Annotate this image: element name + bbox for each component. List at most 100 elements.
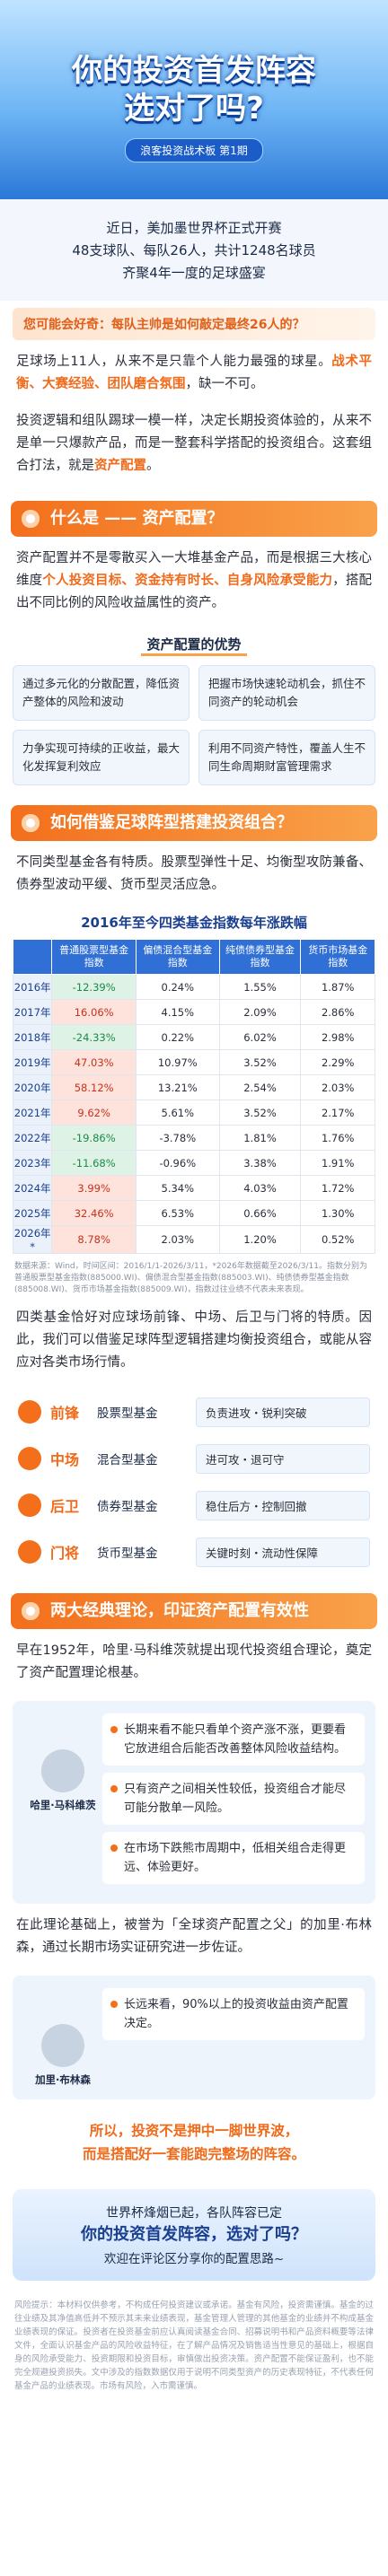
person-name: 加里·布林森: [35, 2073, 91, 2086]
cell: 2.17%: [300, 1100, 375, 1126]
cell: 2.86%: [300, 999, 375, 1025]
row: 2016年 -12.39% 0.24% 1.55% 1.87%: [12, 974, 375, 1000]
cell: -12.39%: [51, 974, 137, 1000]
text: 在此理论基础上，被誉为「全球资产配置之父」的加里·布林森，通过长期市场实证研究进…: [16, 1918, 372, 1955]
theory-box: 加里·布林森 长远来看，90%以上的投资收益由资产配置决定。: [13, 1976, 375, 2099]
cell: 2.98%: [300, 1024, 375, 1050]
cell: 1.30%: [300, 1200, 375, 1226]
cell: 2016年: [12, 974, 53, 1000]
cell: 2018年: [12, 1024, 53, 1050]
text: ，搭配出不同比例的风险收益属性的资产。: [16, 574, 373, 610]
cell: -0.96%: [135, 1150, 220, 1176]
position-row: 前锋 股票型基金 负责进攻・锐利突破: [18, 1390, 370, 1433]
paragraphs: 足球场上11人，从来不是只靠个人能力最强的球星。战术平衡、大赛经验、团队磨合氛围…: [0, 340, 388, 481]
positions: 前锋 股票型基金 负责进攻・锐利突破 中场 混合型基金 进可攻・退可守 后卫 债券型基金 稳住后…: [0, 1378, 388, 1573]
cell: 2.29%: [300, 1049, 375, 1075]
row: 2023年 -11.68% -0.96% 3.38% 1.91%: [12, 1150, 375, 1176]
cell: 8.78%: [51, 1225, 137, 1254]
fund-type: 货币型基金: [97, 1546, 158, 1561]
conclusion: 所以，投资不是押中一脚世界波， 而是搭配好一套能跑完整场的阵容。: [0, 2119, 388, 2166]
cell: 2026年*: [12, 1225, 53, 1254]
cell: -3.78%: [135, 1125, 220, 1151]
cell: 47.03%: [51, 1049, 137, 1075]
cell: 3.52%: [218, 1049, 302, 1075]
cell: 1.91%: [300, 1150, 375, 1176]
cell: -11.68%: [51, 1150, 137, 1176]
text: 不同类型基金各有特质。股票型弹性十足、均衡型攻防兼备、债券型波动平缓、货币型灵活…: [16, 855, 372, 892]
intro: 近日，美加墨世界杯正式开赛 48支球队、每队26人，共计1248名球员 齐聚4年一度…: [0, 199, 388, 301]
paragraph: 投资逻辑和组队踢球一模一样，决定长期投资体验的，从来不是单一只爆款产品，而是一整…: [0, 399, 388, 481]
cell: 0.24%: [135, 974, 220, 1000]
sub-heading-text: 资产配置的优势: [141, 635, 247, 656]
cell: 2025年: [12, 1200, 53, 1226]
title: 你的投资首发阵容: [72, 53, 316, 89]
cell: 3.38%: [218, 1150, 302, 1176]
cell: 2.03%: [135, 1225, 220, 1254]
cell: 1.81%: [218, 1125, 302, 1151]
cell: 0.52%: [300, 1225, 375, 1254]
points: 长期来看不能只看单个资产涨不涨，更要看它放进组合后能否改善整体风险收益结构。 只有…: [102, 1713, 365, 1891]
row: 2017年 16.06% 4.15% 2.09% 2.86%: [12, 999, 375, 1025]
point: 在市场下跌熊市周期中，低相关组合走得更远、体验更好。: [102, 1832, 365, 1884]
cell: 6.02%: [218, 1024, 302, 1050]
cell: 0.66%: [218, 1200, 302, 1226]
text: 四类基金恰好对应球场前锋、中场、后卫与门将的特质。因此，我们可以借鉴足球阵型逻辑…: [16, 1310, 372, 1370]
point: 长远来看，90%以上的投资收益由资产配置决定。: [102, 1988, 365, 2040]
cell: 2017年: [12, 999, 53, 1025]
role: 前锋: [50, 1405, 80, 1422]
cell: 5.34%: [135, 1175, 220, 1201]
rich-text: 资产配置并不是零散买入一大堆基金产品，而是根据三大核心维度个人投资目标、资金持有…: [0, 537, 388, 618]
intro-line: 齐聚4年一度的足球盛宴: [122, 265, 266, 281]
title: 选对了吗?: [124, 91, 264, 127]
row: 2020年 58.12% 13.21% 2.54% 2.03%: [12, 1074, 375, 1100]
header-cell: 货币市场基金指数: [300, 939, 375, 975]
row: 2019年 47.03% 10.97% 3.52% 2.29%: [12, 1049, 375, 1075]
description: 关键时刻・流动性保障: [196, 1537, 370, 1567]
cell: 3.99%: [51, 1175, 137, 1201]
highlight: 战术平衡、大赛经验、团队磨合氛围: [16, 355, 373, 391]
position-icon: [18, 1447, 41, 1470]
closing-line: 欢迎在评论区分享你的配置思路~: [103, 2252, 285, 2266]
row: 2026年* 8.78% 2.03% 1.20% 0.52%: [12, 1225, 375, 1254]
cell: 0.22%: [135, 1024, 220, 1050]
avatar: [41, 2024, 84, 2067]
text: 投资逻辑和组队踢球一模一样，决定长期投资体验的，从来不是单一只爆款产品，而是一整…: [16, 414, 372, 473]
row: 2024年 3.99% 5.34% 4.03% 1.72%: [12, 1175, 375, 1201]
cell: 2.03%: [300, 1074, 375, 1100]
cell: 2019年: [12, 1049, 53, 1075]
advantage: 通过多元化的分散配置，降低资产整体的风险和波动: [13, 665, 190, 721]
note: 数据来源：Wind，时间区间：2016/1/1-2026/3/11，*2026年…: [14, 1262, 367, 1294]
theory-box: 哈里·马科维茨 长期来看不能只看单个资产涨不涨，更要看它放进组合后能否改善整体风险…: [13, 1701, 375, 1904]
cell: 2020年: [12, 1074, 53, 1100]
cell: 13.21%: [135, 1074, 220, 1100]
cell: 2.09%: [218, 999, 302, 1025]
table: 普通股票型基金指数 偏债混合型基金指数 纯债债券型基金指数 货币市场基金指数 2016年…: [12, 939, 375, 1254]
row: 2018年 -24.33% 0.22% 6.02% 2.98%: [12, 1024, 375, 1050]
question: 您可能会好奇：每队主帅是如何敲定最终26人的？: [13, 308, 375, 340]
cell: 3.52%: [218, 1100, 302, 1126]
position-icon: [18, 1540, 41, 1564]
position-row: 后卫 债券型基金 稳住后方・控制回撤: [18, 1484, 370, 1527]
cell: 2023年: [12, 1150, 53, 1176]
header-cell: 纯债债券型基金指数: [218, 939, 302, 975]
disclaimer: 风险提示：本材料仅供参考，不构成任何投资建议或承诺。基金有风险，投资需谨慎。基金…: [14, 2300, 374, 2391]
person-name: 哈里·马科维茨: [30, 1799, 96, 1811]
person: 哈里·马科维茨: [23, 1713, 102, 1891]
person: 加里·布林森: [23, 1988, 102, 2087]
fund-type: 混合型基金: [97, 1453, 158, 1468]
description: 进可攻・退可守: [196, 1443, 370, 1474]
cell: 1.76%: [300, 1125, 375, 1151]
description: 稳住后方・控制回撤: [196, 1490, 370, 1520]
text: 足球场上11人，从来不是只靠个人能力最强的球星。: [16, 355, 332, 369]
cell: 1.72%: [300, 1175, 375, 1201]
text: 资产配置并不是零散买入一大堆基金产品，而是根据三大核心维度: [16, 551, 372, 588]
intro-line: 近日，美加墨世界杯正式开赛: [106, 220, 282, 236]
section-heading: 两大经典理论，印证资产配置有效性: [11, 1593, 377, 1629]
role: 后卫: [50, 1498, 80, 1515]
position-row: 中场 混合型基金 进可攻・退可守: [18, 1437, 370, 1480]
row: 2022年 -19.86% -3.78% 1.81% 1.76%: [12, 1125, 375, 1151]
row: 2021年 9.62% 5.61% 3.52% 2.17%: [12, 1100, 375, 1126]
table-title: 2016年至今四类基金指数每年涨跌幅: [81, 915, 307, 931]
fund-type: 股票型基金: [97, 1406, 158, 1421]
